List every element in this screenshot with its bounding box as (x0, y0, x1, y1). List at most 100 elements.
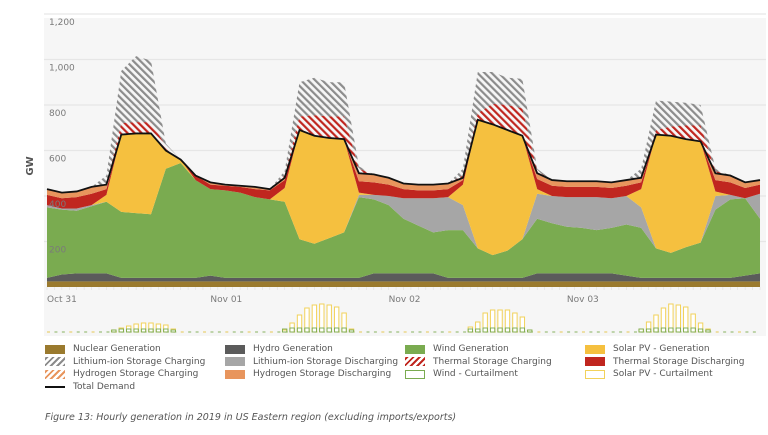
legend-swatch-hatch (45, 369, 65, 379)
legend-swatch-hatch (405, 357, 425, 366)
legend-label: Nuclear Generation (73, 344, 161, 354)
legend-swatch-fill (225, 357, 245, 366)
x-tick-label: Nov 03 (567, 295, 599, 305)
wind-curtailment-bar (489, 327, 496, 333)
y-tick-label: 800 (49, 109, 66, 119)
y-tick-label: 400 (49, 200, 66, 210)
legend-swatch-fill (225, 344, 245, 354)
wind-curtailment-bar (519, 327, 525, 333)
solar-curtailment-bar (140, 322, 147, 333)
wind-curtailment-bar (660, 327, 667, 333)
x-tick-label: Oct 31 (47, 295, 77, 305)
legend-label: Lithium-ion Storage Charging (73, 356, 206, 367)
area-wind (47, 163, 760, 278)
wind-curtailment-bar (527, 329, 533, 333)
solar-curtailment-bar (512, 312, 518, 333)
legend-label: Hydro Generation (253, 344, 333, 354)
legend-swatch-outline (405, 369, 425, 379)
legend-swatch-hatch (45, 357, 65, 366)
wind-curtailment-bar (497, 327, 503, 333)
solar-curtailment-bar (348, 328, 355, 333)
solar-curtailment-bar (645, 321, 652, 333)
wind-curtailment-bar (126, 328, 132, 333)
wind-curtailment-bar (341, 327, 347, 333)
legend-item: Total Demand (45, 382, 135, 392)
wind-curtailment-bar (289, 327, 295, 333)
solar-curtailment-bar (296, 314, 303, 333)
solar-curtailment-bar (341, 312, 347, 333)
wind-curtailment-bar (653, 327, 659, 333)
y-tick-label: 200 (49, 246, 66, 256)
legend-swatch-fill (45, 344, 65, 354)
legend-label: Solar PV - Generation (613, 344, 710, 354)
legend-item: Wind Generation (405, 344, 509, 354)
x-tick-label: Nov 02 (389, 295, 421, 305)
legend-label: Hydrogen Storage Charging (73, 369, 199, 379)
legend-swatch-outline (585, 369, 605, 379)
legend-item: Hydrogen Storage Discharging (225, 369, 391, 379)
solar-curtailment-bar (705, 328, 711, 333)
area-thermal-discharge (47, 119, 760, 209)
wind-curtailment-bar (690, 327, 696, 333)
wind-curtailment-bar (683, 327, 689, 333)
solar-curtailment-bar (497, 309, 503, 333)
wind-curtailment-bar (326, 327, 332, 333)
solar-curtailment-bar (690, 313, 696, 333)
wind-curtailment-bar (638, 328, 644, 333)
solar-curtailment-bar (133, 323, 139, 333)
area-li-discharge (47, 163, 760, 256)
wind-curtailment-bar (475, 328, 481, 333)
legend-label: Thermal Storage Charging (433, 356, 552, 367)
legend-label: Solar PV - Curtailment (613, 369, 713, 379)
legend-label: Total Demand (73, 381, 136, 392)
generation-chart: 200 400 600 800 1,000 1,200 Oct 31 Nov 01 Nov 0… (25, 13, 766, 333)
legend-swatch-fill (405, 344, 425, 354)
wind-curtailment-bar (148, 328, 154, 333)
solar-curtailment-bar (697, 322, 704, 333)
solar-curtailment-bar (519, 316, 526, 333)
solar-curtailment-bar (638, 328, 644, 333)
area-hydro (47, 273, 760, 282)
wind-curtailment-bar (304, 327, 310, 333)
wind-curtailment-bar (111, 329, 117, 333)
wind-curtailment-bar (512, 327, 518, 333)
legend-swatch-fill (225, 369, 245, 379)
wind-curtailment-bar (319, 327, 325, 333)
wind-curtailment-bar (282, 328, 288, 333)
legend-label: Thermal Storage Discharging (613, 356, 745, 367)
wind-curtailment-bar (705, 329, 711, 333)
legend-item: Lithium-ion Storage Charging (45, 357, 205, 367)
legend-item: Lithium-ion Storage Discharging (225, 357, 398, 367)
wind-curtailment-bar (348, 329, 355, 333)
total-demand-line (46, 118, 761, 194)
legend-item: Solar PV - Curtailment (585, 369, 713, 379)
wind-curtailment-bar (140, 328, 147, 333)
wind-curtailment-bar (163, 328, 169, 333)
legend-label: Wind Generation (433, 344, 509, 354)
x-tick-label: Nov 01 (210, 295, 242, 305)
legend-item: Thermal Storage Discharging (585, 357, 744, 367)
wind-curtailment-bar (118, 328, 124, 333)
area-nuclear (47, 281, 760, 287)
solar-curtailment-bar (653, 314, 659, 333)
wind-curtailment-bar (697, 328, 704, 333)
solar-curtailment-bar (489, 309, 496, 333)
wind-curtailment-bar (133, 328, 139, 333)
area-solar (47, 119, 760, 256)
legend-swatch-fill (585, 357, 605, 366)
legend-item: Hydrogen Storage Charging (45, 369, 198, 379)
wind-curtailment-bar (334, 327, 340, 333)
wind-curtailment-bar (467, 328, 473, 333)
solar-curtailment-bar (170, 328, 176, 333)
solar-curtailment-bar (482, 312, 488, 333)
legend-item: Hydro Generation (225, 344, 333, 354)
wind-curtailment-bar (675, 327, 681, 333)
wind-curtailment-bar (482, 327, 488, 333)
solar-curtailment-bar (148, 322, 154, 333)
legend-item: Wind - Curtailment (405, 369, 518, 379)
wind-curtailment-bar (645, 328, 652, 333)
y-tick-label: 600 (49, 155, 66, 165)
wind-curtailment-bar (170, 329, 176, 333)
wind-curtailment-bar (296, 327, 303, 333)
legend-label: Wind - Curtailment (433, 369, 518, 379)
